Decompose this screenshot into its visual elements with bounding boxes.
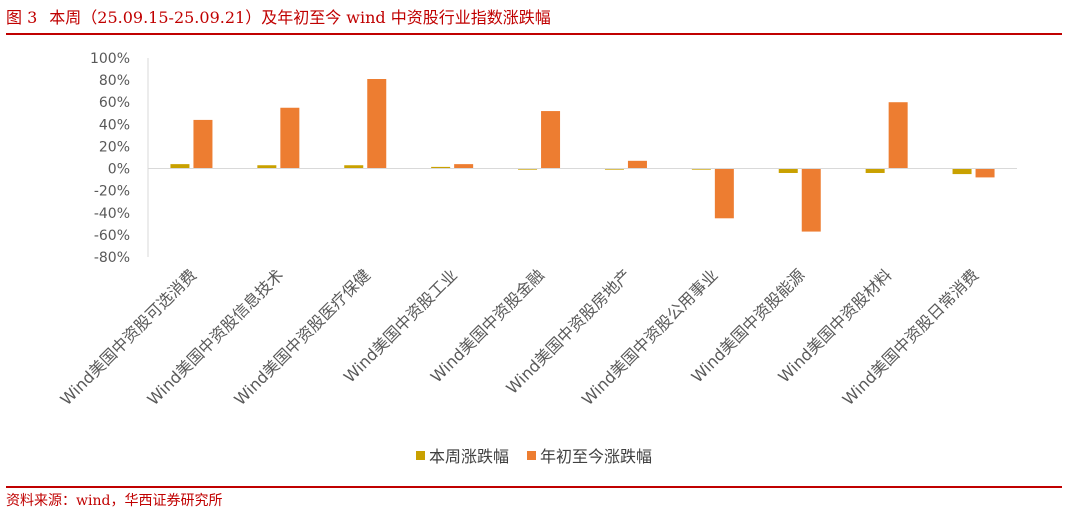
bar-ytd xyxy=(193,119,213,169)
y-tick-label: 100% xyxy=(90,51,130,67)
bar-weekly xyxy=(518,168,538,170)
bar-weekly xyxy=(952,168,972,175)
bar-ytd xyxy=(454,164,474,169)
legend-label-weekly: 本周涨跌幅 xyxy=(428,447,509,466)
figure-title: 图 3 本周（25.09.15-25.09.21）及年初至今 wind 中资股行业… xyxy=(6,4,551,28)
y-tick-label: -40% xyxy=(94,206,130,222)
top-rule xyxy=(6,33,1062,35)
figure-title-text: 本周（25.09.15-25.09.21）及年初至今 wind 中资股行业指数涨… xyxy=(49,8,551,27)
source-note: 资料来源：wind，华西证券研究所 xyxy=(6,493,223,509)
figure-number: 图 3 xyxy=(6,8,38,27)
bar-ytd xyxy=(541,111,561,169)
bar-ytd xyxy=(801,168,821,232)
bar-weekly xyxy=(604,168,624,170)
y-tick-label: 0% xyxy=(108,162,130,178)
y-tick-label: -20% xyxy=(94,184,130,200)
legend-item-weekly: 本周涨跌幅 xyxy=(415,443,509,467)
bar-ytd xyxy=(714,168,734,219)
y-tick-label: -60% xyxy=(94,228,130,244)
category-label: Wind美国中资股可选消费 xyxy=(57,265,201,409)
bars xyxy=(170,79,995,232)
bar-weekly xyxy=(344,165,364,169)
legend: 本周涨跌幅 年初至今涨跌幅 xyxy=(0,443,1068,467)
legend-swatch-weekly xyxy=(415,450,425,460)
category-labels: Wind美国中资股可选消费Wind美国中资股信息技术Wind美国中资股医疗保健W… xyxy=(57,265,983,409)
y-tick-label: 60% xyxy=(99,95,130,111)
bar-ytd xyxy=(280,107,300,169)
y-axis: -80% -60% -40% -20% 0% 20% 40% 60% 80% 100% xyxy=(90,51,149,266)
bar-weekly xyxy=(865,168,885,173)
bar-weekly xyxy=(431,166,451,169)
y-tick-label: 40% xyxy=(99,117,130,133)
y-tick-label: 80% xyxy=(99,73,130,89)
bar-ytd xyxy=(888,102,908,169)
bar-chart: -80% -60% -40% -20% 0% 20% 40% 60% 80% 100% Wind美… xyxy=(57,51,1017,409)
bar-ytd xyxy=(367,79,387,169)
y-tick-label: 20% xyxy=(99,139,130,155)
bar-ytd xyxy=(627,160,647,169)
bar-weekly xyxy=(170,164,190,169)
bar-ytd xyxy=(975,168,995,178)
bottom-rule xyxy=(6,486,1062,488)
legend-swatch-ytd xyxy=(527,450,536,460)
bar-weekly xyxy=(257,165,277,169)
bar-weekly xyxy=(691,168,711,170)
y-tick-label: -80% xyxy=(94,250,130,266)
bar-weekly xyxy=(778,168,798,173)
legend-label-ytd: 年初至今涨跌幅 xyxy=(540,447,653,466)
legend-item-ytd: 年初至今涨跌幅 xyxy=(527,443,652,467)
